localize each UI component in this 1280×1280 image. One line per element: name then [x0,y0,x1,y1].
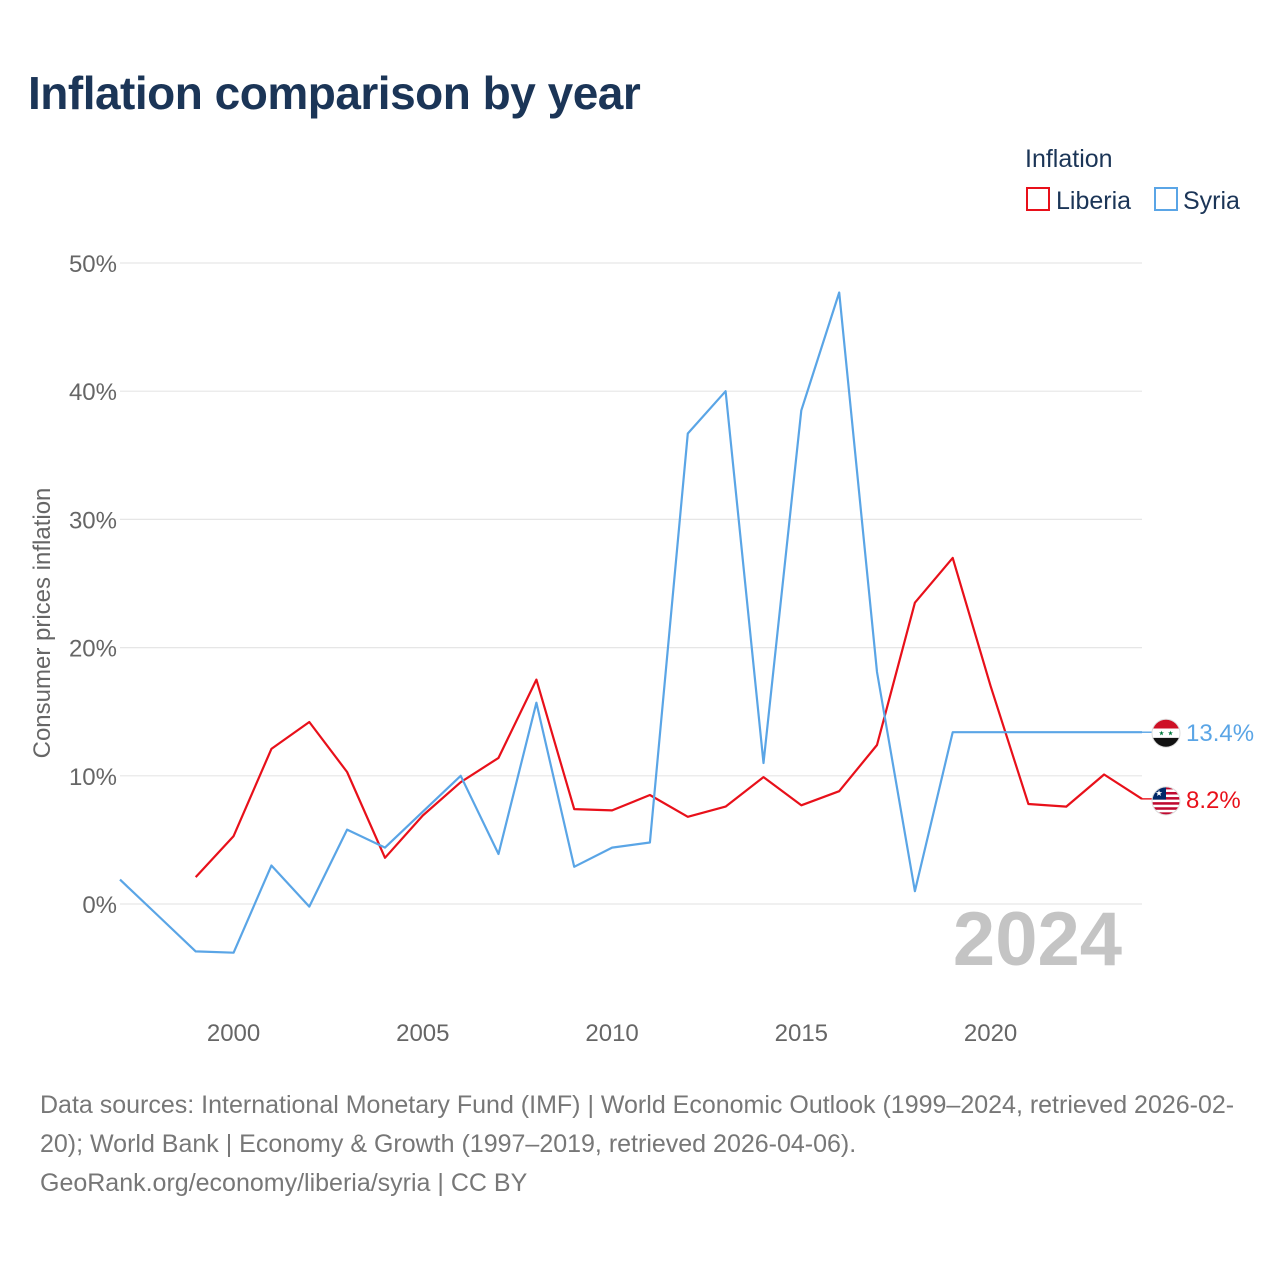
series-line-liberia[interactable] [194,556,1143,878]
data-source-note: Data sources: International Monetary Fun… [40,1091,1235,1197]
y-axis-label: Consumer prices inflation [29,488,56,759]
x-tick-label: 2020 [964,1020,1017,1047]
y-tick-label: 50% [69,251,117,278]
y-tick-label: 20% [69,636,117,663]
year-watermark: 2024 [953,897,1122,982]
x-tick-label: 2000 [207,1020,260,1047]
chart-title: Inflation comparison by year [28,67,641,119]
y-tick-label: 40% [69,379,117,406]
series-lines [119,291,1143,954]
legend-label: Liberia [1056,187,1131,215]
y-tick-label: 10% [69,764,117,791]
end-label-syria: 13.4% [1186,720,1254,747]
inflation-line-chart: 0% 10% 20% 30% 40% 50% 2000 2005 2010 2015 2020 C… [29,145,1254,1047]
legend-title: Inflation [1025,145,1113,173]
legend-item-syria[interactable]: Syria [1154,187,1240,215]
syria-flag-icon [1151,718,1181,748]
legend-swatch [1026,187,1050,211]
liberia-flag-icon [1151,786,1181,816]
x-tick-label: 2015 [775,1020,828,1047]
y-tick-label: 30% [69,507,117,534]
x-tick-label: 2010 [585,1020,638,1047]
legend-swatch [1154,187,1178,211]
series-line-syria[interactable] [119,291,1142,954]
y-axis-ticks: 0% 10% 20% 30% 40% 50% [69,251,117,919]
x-tick-label: 2005 [396,1020,449,1047]
legend-item-liberia[interactable]: Liberia [1026,187,1131,215]
end-label-liberia: 8.2% [1186,787,1241,814]
gridlines [120,262,1142,905]
legend-label: Syria [1183,187,1240,215]
legend[interactable]: Inflation Liberia Syria [1025,145,1240,215]
y-tick-label: 0% [82,892,117,919]
end-labels: 8.2% 13.4% [1142,718,1254,816]
x-axis-ticks: 2000 2005 2010 2015 2020 [207,1020,1017,1047]
